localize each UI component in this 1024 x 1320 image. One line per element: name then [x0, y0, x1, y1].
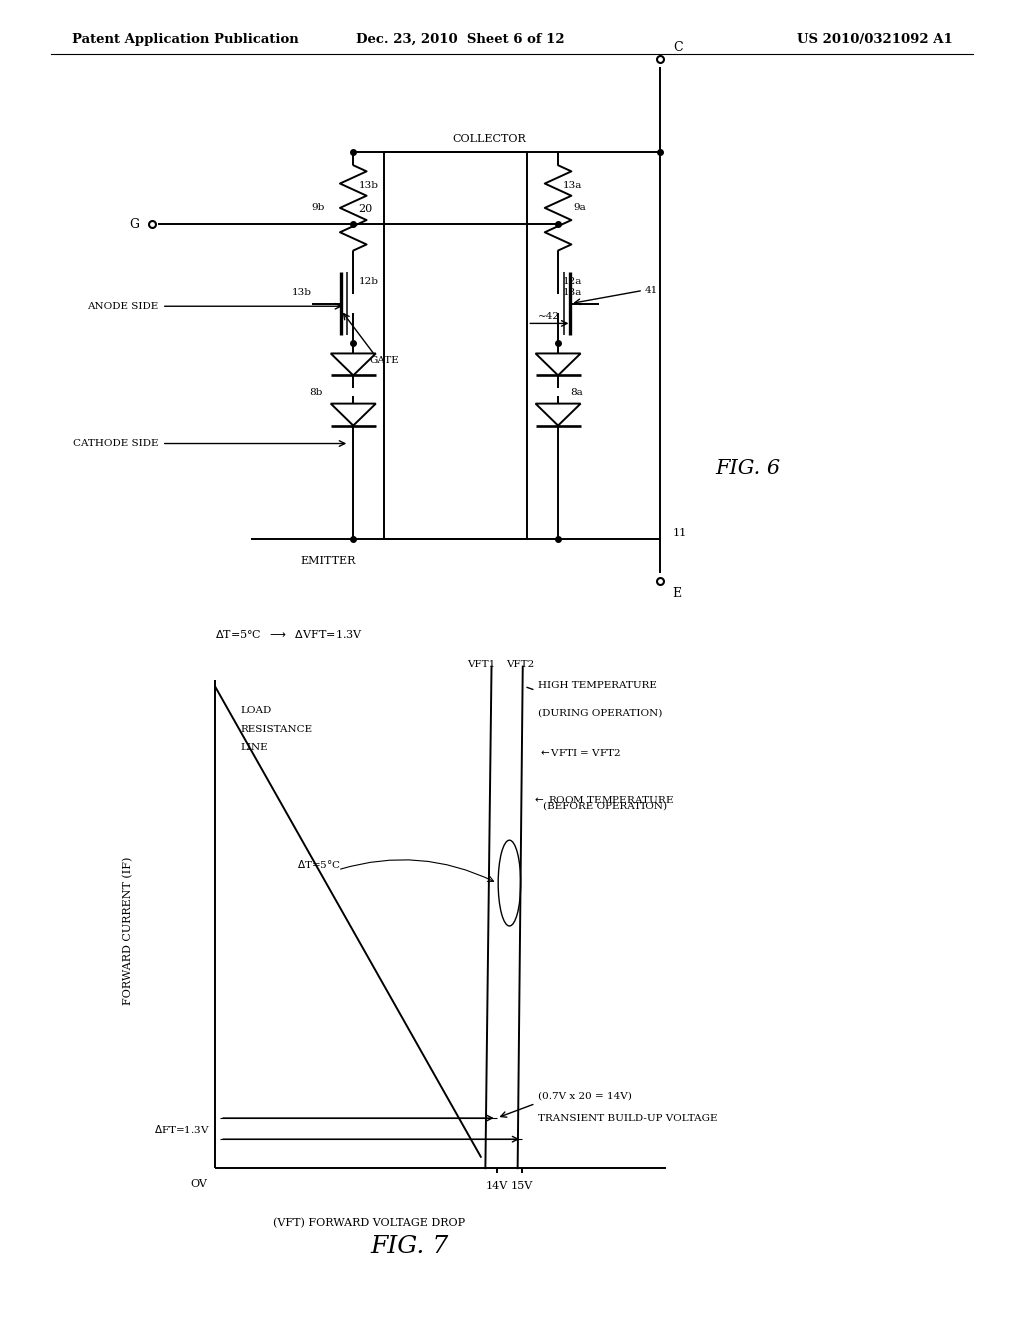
Text: (0.7V x 20 = 14V): (0.7V x 20 = 14V) [538, 1092, 632, 1101]
Text: Dec. 23, 2010  Sheet 6 of 12: Dec. 23, 2010 Sheet 6 of 12 [356, 33, 565, 46]
Text: RESISTANCE: RESISTANCE [241, 725, 312, 734]
Text: 15V: 15V [511, 1181, 534, 1192]
Text: LOAD: LOAD [241, 706, 272, 715]
Text: GATE: GATE [370, 356, 399, 366]
Text: C: C [673, 41, 682, 54]
Text: 12a: 12a [563, 277, 583, 286]
Text: ~42: ~42 [538, 313, 559, 321]
Text: 12b: 12b [358, 277, 379, 286]
Text: Patent Application Publication: Patent Application Publication [72, 33, 298, 46]
Text: 11: 11 [673, 528, 687, 539]
Text: 13b: 13b [292, 288, 312, 297]
Text: OV: OV [190, 1179, 207, 1189]
Text: E: E [673, 587, 682, 601]
Text: ANODE SIDE: ANODE SIDE [87, 302, 159, 310]
Text: COLLECTOR: COLLECTOR [453, 133, 526, 144]
Text: 13b: 13b [358, 181, 379, 190]
Text: HIGH TEMPERATURE: HIGH TEMPERATURE [538, 681, 656, 690]
Text: VFT1: VFT1 [467, 660, 496, 669]
Text: FIG. 7: FIG. 7 [371, 1234, 449, 1258]
Text: $\leftarrow$ ROOM TEMPERATURE: $\leftarrow$ ROOM TEMPERATURE [532, 795, 675, 805]
Text: FIG. 6: FIG. 6 [715, 459, 780, 478]
Text: $\Delta$T=5$\degree$C  $\longrightarrow$  $\Delta$VFT=1.3V: $\Delta$T=5$\degree$C $\longrightarrow$ … [215, 628, 362, 640]
Text: 20: 20 [358, 203, 373, 214]
Text: G: G [129, 218, 139, 231]
Text: US 2010/0321092 A1: US 2010/0321092 A1 [797, 33, 952, 46]
Text: 13a: 13a [563, 181, 583, 190]
Text: (DURING OPERATION): (DURING OPERATION) [538, 709, 662, 718]
Text: $\Delta$FT=1.3V: $\Delta$FT=1.3V [155, 1122, 210, 1135]
Text: 8a: 8a [570, 388, 583, 396]
Text: 14V: 14V [485, 1181, 508, 1192]
Text: 9a: 9a [573, 203, 586, 213]
Text: $\leftarrow$VFTI = VFT2: $\leftarrow$VFTI = VFT2 [538, 747, 621, 758]
Text: CATHODE SIDE: CATHODE SIDE [74, 440, 159, 447]
Text: LINE: LINE [241, 743, 268, 752]
Text: (BEFORE OPERATION): (BEFORE OPERATION) [543, 801, 667, 810]
Text: (VFT) FORWARD VOLTAGE DROP: (VFT) FORWARD VOLTAGE DROP [272, 1218, 465, 1229]
Text: VFT2: VFT2 [506, 660, 535, 669]
Text: EMITTER: EMITTER [300, 556, 355, 566]
Text: 41: 41 [645, 286, 658, 294]
Text: TRANSIENT BUILD-UP VOLTAGE: TRANSIENT BUILD-UP VOLTAGE [538, 1114, 717, 1123]
Text: 9b: 9b [311, 203, 325, 213]
Text: FORWARD CURRENT (IF): FORWARD CURRENT (IF) [123, 857, 133, 1005]
Text: $\Delta$T=5$\degree$C: $\Delta$T=5$\degree$C [297, 858, 341, 870]
Text: 8b: 8b [309, 388, 323, 396]
Text: 13a: 13a [563, 288, 583, 297]
